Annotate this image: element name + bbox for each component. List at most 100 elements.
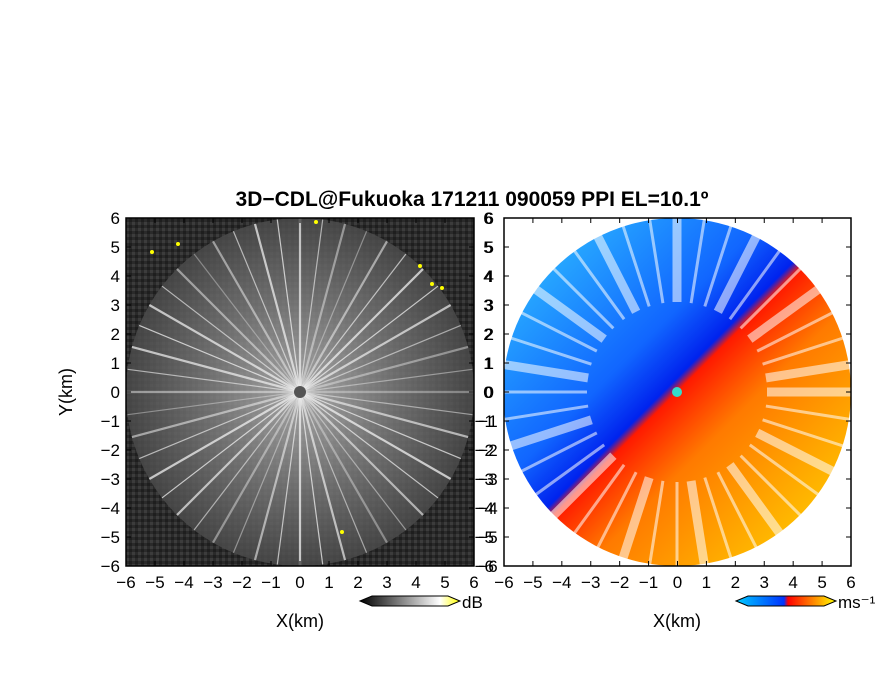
reflectivity-ray xyxy=(299,253,407,393)
reflectivity-ytick-label: 2 xyxy=(111,325,120,344)
reflectivity-xtick-label: 3 xyxy=(382,573,391,592)
reflectivity-ytick-label: 4 xyxy=(111,267,120,286)
velocity-data-gap xyxy=(747,283,824,343)
velocity-data-gap xyxy=(507,335,592,366)
velocity-site-marker xyxy=(672,387,682,397)
reflectivity-high-echo xyxy=(430,282,434,286)
reflectivity-xtick-label: −3 xyxy=(203,573,222,592)
velocity-data-gap xyxy=(755,428,838,477)
reflectivity-high-echo xyxy=(418,264,422,268)
reflectivity-xtick-label: 2 xyxy=(353,573,362,592)
reflectivity-ray xyxy=(299,304,452,393)
reflectivity-ytick-label-right: −1 xyxy=(478,412,497,431)
reflectivity-ray xyxy=(299,390,469,439)
reflectivity-ytick-label-right: −5 xyxy=(478,528,497,547)
reflectivity-ray xyxy=(232,231,301,393)
reflectivity-ray xyxy=(298,391,347,561)
velocity-x-axis-label: X(km) xyxy=(653,611,701,631)
velocity-data-gap xyxy=(592,231,641,314)
reflectivity-ray xyxy=(299,219,324,393)
reflectivity-ytick-label: −5 xyxy=(101,528,120,547)
velocity-xtick-label: −2 xyxy=(610,573,629,592)
reflectivity-xtick-label: 6 xyxy=(469,573,478,592)
velocity-data-gap xyxy=(716,471,760,552)
chart-title: 3D−CDL@Fukuoka 171211 090059 PPI EL=10.1… xyxy=(236,188,709,211)
velocity-xtick-label: −5 xyxy=(523,573,542,592)
reflectivity-ray xyxy=(298,223,347,393)
velocity-ytick-label: −4 xyxy=(475,499,494,518)
velocity-data-gap xyxy=(504,404,589,421)
velocity-data-gap xyxy=(617,476,654,563)
reflectivity-ray xyxy=(131,390,301,439)
velocity-xtick-label: 5 xyxy=(817,573,826,592)
velocity-data-gap xyxy=(713,231,762,314)
reflectivity-xtick-label: −4 xyxy=(174,573,193,592)
reflectivity-colorbar: dB xyxy=(358,593,483,612)
velocity-data-gap xyxy=(530,283,607,343)
reflectivity-ray xyxy=(161,285,301,393)
reflectivity-xtick-label: 0 xyxy=(295,573,304,592)
reflectivity-ytick-label: −4 xyxy=(101,499,120,518)
reflectivity-ray xyxy=(253,391,302,561)
reflectivity-colorbar-unit: dB xyxy=(462,593,483,612)
reflectivity-ray xyxy=(299,231,368,393)
reflectivity-ray xyxy=(127,391,301,416)
reflectivity-ytick-label: 5 xyxy=(111,238,120,257)
reflectivity-x-axis-label: X(km) xyxy=(276,611,324,631)
reflectivity-ytick-label-right: 1 xyxy=(483,354,492,373)
reflectivity-ray xyxy=(193,391,301,531)
reflectivity-ray xyxy=(299,240,388,393)
reflectivity-ray xyxy=(176,268,301,393)
reflectivity-ytick-label: 3 xyxy=(111,296,120,315)
reflectivity-ytick-label-right: 3 xyxy=(483,296,492,315)
reflectivity-ytick-label-right: −2 xyxy=(478,441,497,460)
reflectivity-ytick-label-right: −4 xyxy=(478,499,497,518)
reflectivity-xtick-label: 1 xyxy=(324,573,333,592)
velocity-data-gap xyxy=(689,218,707,304)
velocity-data-gap xyxy=(762,335,847,366)
velocity-data-gap xyxy=(504,360,589,383)
reflectivity-ray xyxy=(148,304,301,393)
reflectivity-ytick-label: −1 xyxy=(101,412,120,431)
radar-site-marker xyxy=(294,386,306,398)
reflectivity-ray xyxy=(212,391,301,544)
reflectivity-ray xyxy=(139,324,301,393)
reflectivity-ray xyxy=(148,391,301,480)
velocity-data-gap xyxy=(517,431,598,475)
reflectivity-high-echo xyxy=(176,242,180,246)
reflectivity-colorbar-bar xyxy=(358,595,462,607)
reflectivity-high-echo xyxy=(340,530,344,534)
reflectivity-ytick-label-right: −6 xyxy=(478,557,497,576)
velocity-data-gap xyxy=(739,265,804,330)
velocity-xtick-label: 4 xyxy=(788,573,797,592)
velocity-xtick-label: 2 xyxy=(731,573,740,592)
reflectivity-xtick-label: 4 xyxy=(411,573,420,592)
reflectivity-ytick-label-right: 6 xyxy=(483,209,492,228)
velocity-data-gap xyxy=(620,222,651,307)
velocity-data-gap xyxy=(703,477,734,562)
reflectivity-ray xyxy=(161,391,301,499)
reflectivity-high-echo xyxy=(314,220,318,224)
velocity-data-gap xyxy=(550,265,615,330)
reflectivity-ytick-label-right: 4 xyxy=(483,267,492,286)
reflectivity-xtick-label: −2 xyxy=(232,573,251,592)
velocity-data-gap xyxy=(739,454,804,519)
reflectivity-ray xyxy=(299,391,324,565)
reflectivity-ytick-label: 0 xyxy=(111,383,120,402)
reflectivity-ray xyxy=(299,285,439,393)
velocity-data-gap xyxy=(647,480,665,566)
reflectivity-ray xyxy=(299,391,473,416)
reflectivity-axes: −6 −5 −4 −3 −2 −1 0 1 2 3 4 5 6−6 −6−5 −5−4 −4−3 −3−2 −2−… xyxy=(101,209,498,592)
reflectivity-ray xyxy=(299,391,439,499)
reflectivity-ray xyxy=(299,391,368,553)
reflectivity-ytick-label-right: −3 xyxy=(478,470,497,489)
velocity-ytick-label: 4 xyxy=(485,267,494,286)
reflectivity-ray xyxy=(299,345,469,394)
velocity-xtick-label: −6 xyxy=(494,573,513,592)
reflectivity-ytick-label: −3 xyxy=(101,470,120,489)
velocity-data-gap xyxy=(765,404,851,422)
velocity-colorbar: ms⁻¹ xyxy=(734,593,876,612)
velocity-data-gap xyxy=(686,480,710,566)
reflectivity-ray xyxy=(299,368,473,393)
